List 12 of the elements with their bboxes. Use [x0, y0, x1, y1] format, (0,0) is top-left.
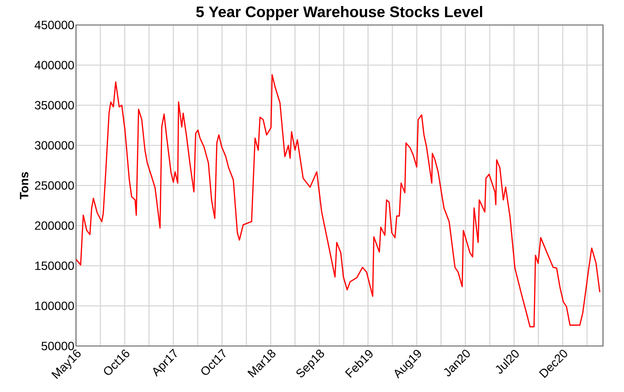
y-tick-label: 350000 [34, 100, 74, 110]
y-tick-label: 250000 [34, 181, 74, 190]
y-axis-title: Tons [20, 172, 28, 200]
line-series [76, 74, 600, 328]
y-tick-label: 450000 [34, 20, 74, 30]
y-tick-label: 150000 [35, 261, 74, 270]
y-tick-label: 200000 [34, 221, 74, 230]
y-tick-label: 50000 [42, 342, 74, 350]
y-tick-label: 100000 [35, 302, 74, 310]
y-tick-label: 400000 [34, 60, 74, 70]
y-tick-label: 300000 [34, 141, 74, 150]
chart-title: 5 Year Copper Warehouse Stocks Level [196, 6, 482, 20]
